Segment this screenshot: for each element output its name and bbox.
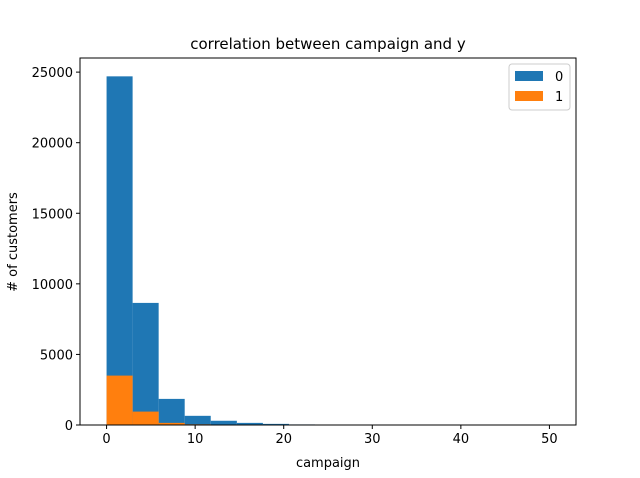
bar-series-0-bin-3	[184, 415, 211, 425]
bar-series-0-bin-2	[158, 398, 185, 425]
bar-series-0-bin-6	[262, 423, 289, 425]
y-tick-label: 20000	[32, 137, 73, 152]
x-tick-label: 40	[453, 432, 470, 447]
x-tick-label: 30	[364, 432, 381, 447]
x-tick-label: 10	[187, 432, 204, 447]
bar-series-1-bin-1	[132, 411, 159, 425]
legend: 01	[508, 63, 571, 111]
x-axis-title: campaign	[296, 456, 360, 471]
bar-series-0-bin-5	[236, 422, 263, 425]
y-axis-title: # of customers	[6, 192, 21, 292]
y-tick-label: 15000	[32, 207, 73, 222]
legend-swatch-0	[515, 71, 543, 81]
bar-series-0-bin-0	[106, 76, 133, 425]
y-tick-label: 10000	[32, 278, 73, 293]
y-tick-label: 5000	[40, 348, 73, 363]
y-tick-label: 25000	[32, 66, 73, 81]
legend-label-0: 0	[555, 70, 563, 85]
x-tick-label: 50	[541, 432, 558, 447]
bar-series-0-bin-4	[210, 420, 237, 425]
plot-area	[106, 76, 576, 425]
y-tick-label: 0	[65, 419, 73, 434]
chart-title: correlation between campaign and y	[190, 35, 466, 53]
legend-swatch-1	[515, 91, 543, 101]
bar-series-0-bin-1	[132, 302, 159, 425]
legend-label-1: 1	[555, 90, 563, 105]
bar-series-1-bin-0	[106, 375, 133, 425]
x-tick-label: 20	[275, 432, 292, 447]
bar-series-1-bin-2	[158, 422, 185, 425]
plot-frame	[79, 57, 577, 426]
x-tick-label: 0	[102, 432, 110, 447]
